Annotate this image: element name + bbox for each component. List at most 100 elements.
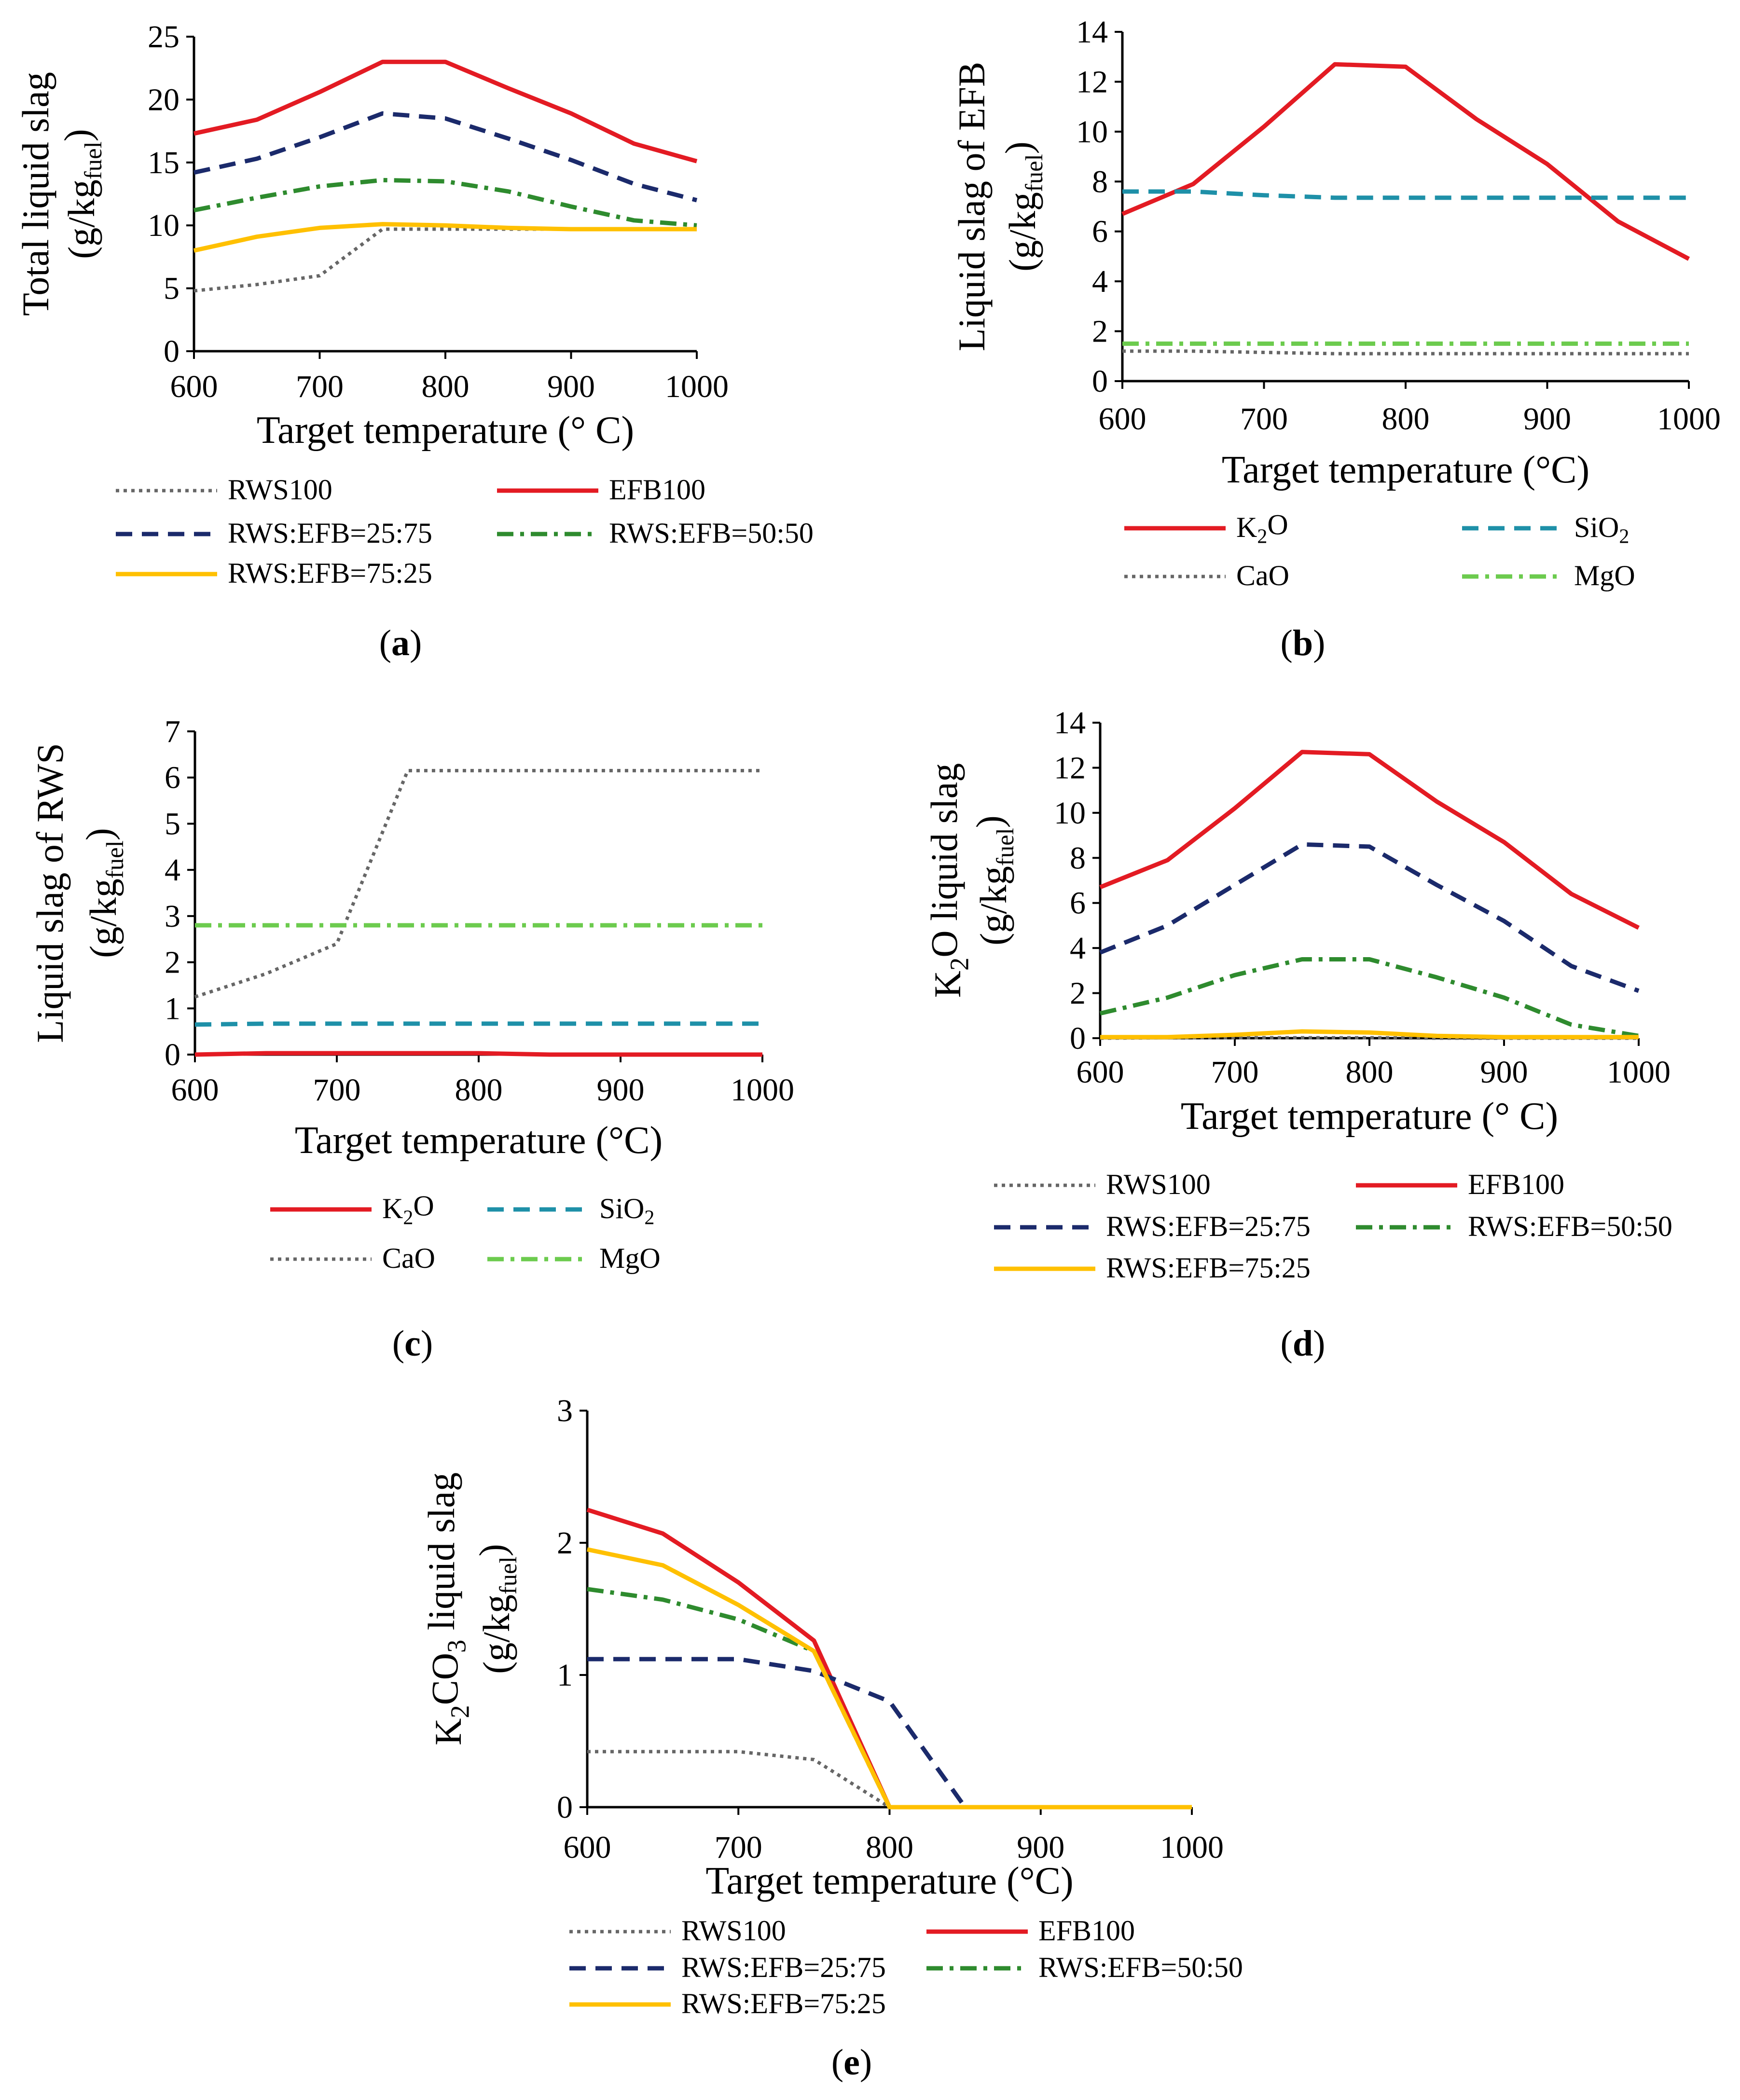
y-axis-label-line1: K2O liquid slag xyxy=(923,763,974,998)
series-line-rws100 xyxy=(587,1750,1192,1809)
y-tick-label: 8 xyxy=(1070,840,1086,876)
chart-panel-a: 0 5 10 15 20 25 600 700 800 900 1000 Target tempera… xyxy=(14,19,814,663)
y-tick-label: 3 xyxy=(557,1393,573,1428)
y-tick-label: 5 xyxy=(164,271,180,306)
legend-label: K2O xyxy=(1236,509,1288,548)
series-line-efb100 xyxy=(193,59,698,164)
y-tick-label: 6 xyxy=(1092,214,1108,249)
panel-label: (b) xyxy=(1281,623,1326,663)
panel-label: (a) xyxy=(379,623,422,663)
x-tick-label: 900 xyxy=(1017,1830,1064,1865)
legend-label: RWS:EFB=75:25 xyxy=(228,557,432,589)
chart-panel-b: 0 2 4 6 8 10 12 14 600 700 800 900 1000 Target temper… xyxy=(951,14,1721,663)
legend-label: RWS:EFB=50:50 xyxy=(1038,1951,1243,1983)
x-axis-label: Target temperature (° C) xyxy=(257,409,634,452)
chart-panel-e: 0 1 2 3 600 700 800 900 1000 Target temperature (… xyxy=(420,1393,1243,2083)
legend: K2O SiO2 CaO MgO xyxy=(1124,509,1635,591)
x-tick-label: 900 xyxy=(597,1072,645,1108)
legend-label: RWS:EFB=25:75 xyxy=(681,1951,886,1983)
series-line-k2o xyxy=(194,1051,762,1057)
legend-label: EFB100 xyxy=(609,474,705,506)
y-tick-label: 10 xyxy=(1076,114,1108,150)
y-tick-label: 14 xyxy=(1076,14,1108,50)
y-tick-label: 3 xyxy=(165,899,180,934)
legend-label: RWS:EFB=75:25 xyxy=(681,1988,886,2019)
y-axis-label-line2: (g/kgfuel) xyxy=(997,141,1048,271)
y-tick-label: 0 xyxy=(557,1790,573,1825)
legend: RWS100 EFB100 RWS:EFB=25:75 RWS:EFB=50:50 RW… xyxy=(569,1915,1243,2019)
series-line-efb100 xyxy=(1099,750,1640,930)
legend-label: RWS:EFB=75:25 xyxy=(1106,1252,1311,1284)
y-axis-label-line1: K2CO3 liquid slag xyxy=(420,1472,474,1745)
x-tick-label: 600 xyxy=(171,1072,219,1108)
x-tick-label: 700 xyxy=(296,369,344,404)
x-tick-label: 700 xyxy=(715,1830,762,1865)
y-tick-label: 8 xyxy=(1092,164,1108,199)
legend-label: RWS:EFB=50:50 xyxy=(1468,1210,1672,1242)
y-axis-label-line2: (g/kgfuel) xyxy=(968,815,1019,945)
y-axis-label-line1: Liquid slag of RWS xyxy=(29,743,71,1043)
x-tick-label: 800 xyxy=(1382,401,1430,437)
y-tick-label: 2 xyxy=(1070,976,1086,1011)
x-tick-label: 600 xyxy=(564,1830,611,1865)
x-tick-label: 600 xyxy=(170,369,218,404)
y-tick-label: 0 xyxy=(1092,364,1108,399)
legend: RWS100 EFB100 RWS:EFB=25:75 RWS:EFB=50:50 RW… xyxy=(994,1168,1672,1284)
x-tick-label: 700 xyxy=(313,1072,361,1108)
y-axis-label-line1: Liquid slag of EFB xyxy=(951,62,993,351)
y-axis-label-line2: (g/kgfuel) xyxy=(78,828,128,958)
y-tick-label: 7 xyxy=(165,714,180,749)
y-tick-label: 4 xyxy=(1092,264,1108,299)
y-tick-label: 12 xyxy=(1054,750,1086,785)
y-tick-label: 25 xyxy=(148,19,180,55)
y-tick-label: 10 xyxy=(148,208,180,243)
chart-panel-d: 0 2 4 6 8 10 12 14 600 700 800 900 1000 Target temper… xyxy=(923,705,1672,1364)
series-line-rws-efb-50-50 xyxy=(1099,957,1639,1038)
series-line-cao xyxy=(194,769,762,999)
x-tick-label: 1000 xyxy=(1607,1055,1671,1090)
legend-label: RWS:EFB=25:75 xyxy=(228,517,432,549)
y-tick-label: 0 xyxy=(164,334,180,369)
legend-label: RWS:EFB=25:75 xyxy=(1106,1210,1311,1242)
y-tick-label: 4 xyxy=(165,852,180,888)
legend-label: K2O xyxy=(382,1190,434,1229)
x-tick-label: 800 xyxy=(1346,1055,1394,1090)
series-line-rws-efb-25-75 xyxy=(193,111,698,203)
series-line-k2o xyxy=(1121,62,1690,261)
x-axis-label: Target temperature (°C) xyxy=(295,1119,663,1162)
legend-label: CaO xyxy=(1236,560,1289,591)
y-tick-label: 1 xyxy=(165,991,180,1026)
series-line-rws-efb-50-50 xyxy=(587,1587,1192,1810)
x-tick-label: 800 xyxy=(422,369,470,404)
y-tick-label: 5 xyxy=(165,806,180,841)
legend-label: RWS:EFB=50:50 xyxy=(609,517,814,549)
legend-label: CaO xyxy=(382,1242,435,1274)
series-line-rws-efb-25-75 xyxy=(1099,842,1640,993)
series-line-cao xyxy=(1122,349,1689,356)
series-line-sio2 xyxy=(194,1021,762,1027)
y-tick-label: 2 xyxy=(557,1525,573,1561)
x-tick-label: 700 xyxy=(1240,401,1288,437)
y-axis-label-line1: Total liquid slag xyxy=(14,72,56,316)
x-axis-label: Target temperature (°C) xyxy=(705,1860,1073,1902)
series-line-rws-efb-75-25 xyxy=(1100,1029,1639,1040)
x-tick-label: 1000 xyxy=(665,369,729,404)
legend-label: SiO2 xyxy=(1574,511,1629,548)
y-tick-label: 0 xyxy=(1070,1021,1086,1056)
series-line-rws-efb-50-50 xyxy=(193,178,697,228)
y-tick-label: 6 xyxy=(165,760,180,796)
series-line-sio2 xyxy=(1122,189,1689,200)
y-tick-label: 2 xyxy=(1092,314,1108,349)
x-tick-label: 1000 xyxy=(1657,401,1721,437)
y-tick-label: 12 xyxy=(1076,64,1108,99)
y-tick-label: 14 xyxy=(1054,705,1086,741)
x-tick-label: 700 xyxy=(1211,1055,1259,1090)
x-tick-label: 600 xyxy=(1077,1055,1124,1090)
panel-label: (c) xyxy=(392,1323,433,1364)
legend-label: RWS100 xyxy=(681,1915,786,1947)
y-tick-label: 1 xyxy=(557,1658,573,1693)
y-tick-label: 0 xyxy=(165,1037,180,1072)
y-axis-label-line2: (g/kgfuel) xyxy=(56,129,107,259)
series-line-rws-efb-25-75 xyxy=(587,1657,1192,1810)
